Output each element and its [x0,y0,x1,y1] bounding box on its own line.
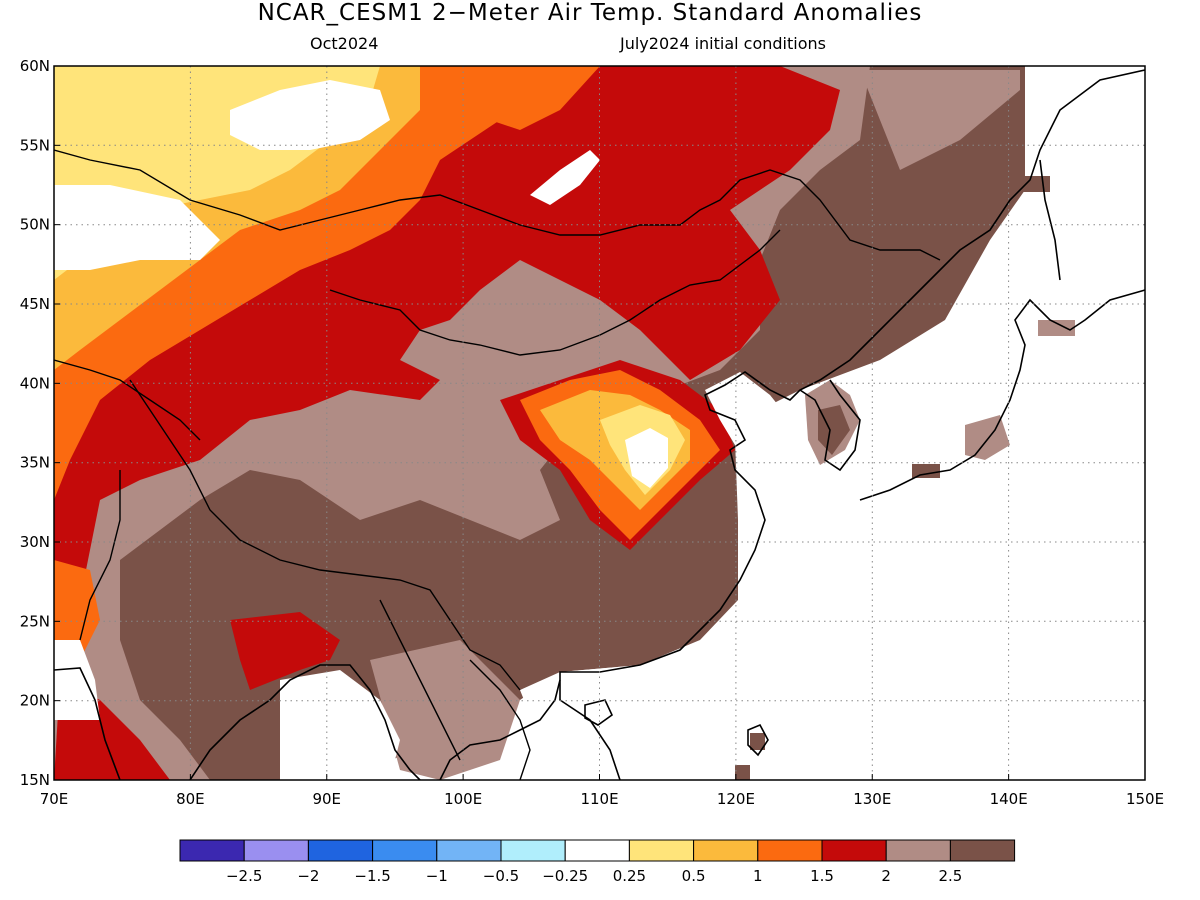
lon-tick-label: 120E [717,790,755,808]
lat-tick-label: 45N [20,295,50,313]
coastline-indochina [439,679,561,780]
korea-shade-dark [818,405,850,455]
colorbar-label: 2 [881,867,891,885]
lat-tick-label: 25N [20,612,50,630]
colorbar-swatch [372,839,438,862]
border-russia-kazakhstan [54,149,941,261]
coastline-japan [859,289,1145,501]
colorbar-swatch [885,839,951,862]
japan-shade [965,415,1010,460]
ocean-bay-bengal [280,670,400,780]
ocean-yellow-sea [705,372,800,460]
colorbar: −2.5 −2 −1.5 −1 −0.5 −0.25 0.25 0.5 1 1.5 2 2.5 [179,839,1016,885]
colorbar-swatch [500,839,566,862]
colorbar-swatch [693,839,759,862]
colorbar-swatch [243,839,309,862]
lon-tick-label: 110E [580,790,618,808]
colorbar-label: −2 [297,867,319,885]
coastline-bengal [189,664,421,780]
philippines-shade [735,765,750,780]
graticule [54,66,1145,780]
map-title: NCAR_CESM1 2−Meter Air Temp. Standard An… [257,0,923,26]
hokkaido-shade [1038,320,1075,336]
coastline-taiwan [747,723,769,757]
lon-tick-label: 90E [312,790,341,808]
coastline-east-asia [559,69,1145,780]
shade-near-zero-west [54,185,220,270]
colorbar-swatch [179,839,245,862]
colorbar-swatch [307,839,374,862]
coastline-korea [799,379,861,472]
coastline-india [54,667,121,780]
coastline-sakhalin [1039,159,1061,281]
shade-near-zero-china [625,428,668,488]
border-central-asia [54,359,201,441]
border-myanmar [379,599,461,761]
colorbar-swatch [949,839,1016,862]
colorbar-swatch [564,839,630,862]
lon-tick-label: 130E [853,790,891,808]
lat-tick-label: 20N [20,692,50,710]
longitude-ticks: 70E 80E 90E 100E 110E 120E 130E 140E 150E [40,774,1164,808]
taiwan-shade [750,733,765,750]
colorbar-label: −1 [426,867,448,885]
lake-baikal [530,150,600,205]
lat-tick-label: 40N [20,374,50,392]
colorbar-label: 2.5 [938,867,962,885]
shade-near-zero [230,80,390,150]
lat-tick-label: 55N [20,136,50,154]
colorbar-label: −0.25 [542,867,588,885]
colorbar-label: 1 [753,867,763,885]
valid-month-label: Oct2024 [310,34,379,53]
colorbar-swatch [757,839,823,862]
ocean-arabian [54,640,100,720]
shade-1-1p5-n [490,66,600,130]
colorbar-swatch [821,839,887,862]
colorbar-label: −0.5 [483,867,519,885]
colorbar-label: −2.5 [226,867,262,885]
lon-tick-label: 70E [40,790,69,808]
country-borders [54,149,941,780]
lon-tick-label: 80E [176,790,205,808]
latitude-ticks: 15N 20N 25N 30N 35N 40N 45N 50N 55N 60N [20,57,60,789]
initial-conditions-label: July2024 initial conditions [620,34,826,53]
anomaly-field [54,66,1145,780]
border-mongolia-china [329,229,781,356]
colorbar-label: 0.5 [682,867,706,885]
sakhalin-shade [1010,176,1050,192]
colorbar-label: −1.5 [354,867,390,885]
colorbar-label: 0.25 [613,867,646,885]
lon-tick-label: 140E [990,790,1028,808]
shade-2-2p5-east [860,70,1020,170]
colorbar-swatch [436,839,502,862]
shade-1p5-2-india [230,612,340,690]
lon-tick-label: 100E [444,790,482,808]
lon-tick-label: 150E [1126,790,1164,808]
coastline-hainan [584,699,614,726]
border-china-west [129,379,521,691]
colorbar-label: 1.5 [810,867,834,885]
border-laos-vietnam [469,659,531,780]
lat-tick-label: 50N [20,216,50,234]
shade-2-2p5-south [370,640,520,780]
lat-tick-label: 60N [20,57,50,75]
lat-tick-label: 35N [20,454,50,472]
coastlines [54,69,1145,780]
ocean-east [740,66,1145,780]
lat-tick-label: 15N [20,771,50,789]
colorbar-swatch [628,839,695,862]
japan-shade-dark [912,464,940,478]
lat-tick-label: 30N [20,533,50,551]
border-india [79,470,121,641]
ocean-south-china [520,650,740,780]
